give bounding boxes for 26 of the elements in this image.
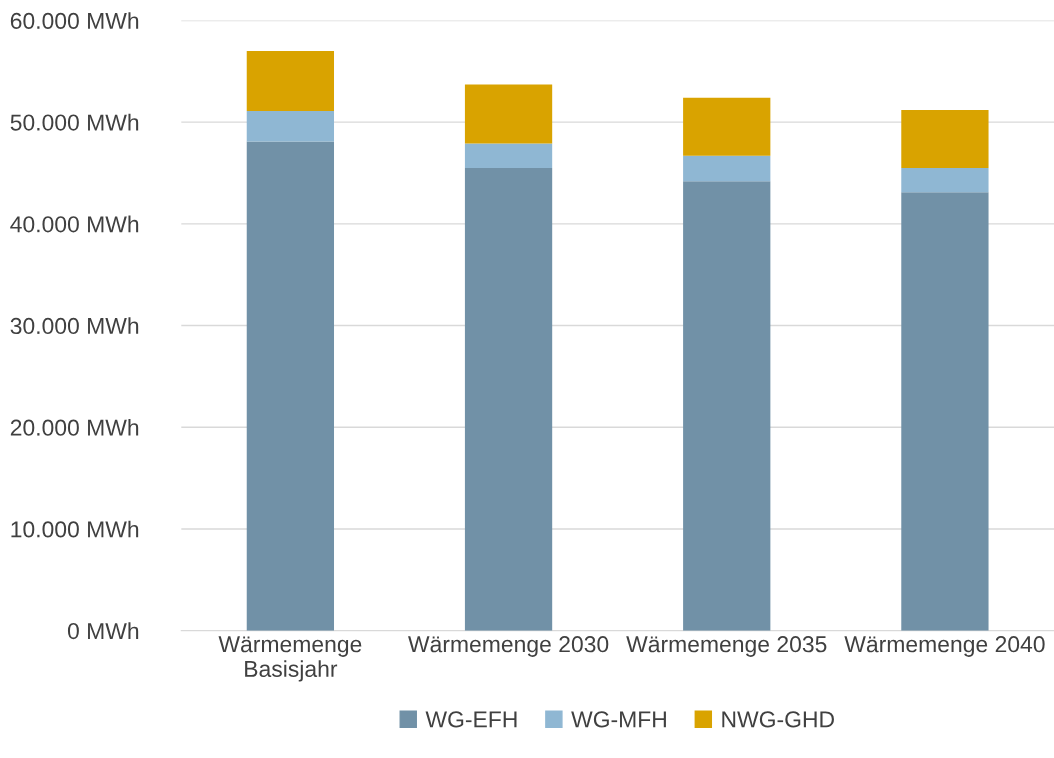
legend-label: WG-EFH [425, 711, 517, 728]
y-tick-label: 10.000 MWh [11, 520, 139, 538]
y-tick-label: 30.000 MWh [10, 317, 139, 335]
y-tick-label: 0 MWh [67, 622, 139, 640]
x-tick-label: Wärmemenge 2040 [844, 636, 1045, 657]
bar [683, 97, 771, 156]
x-tick-label: Wärmemenge Basisjahr [218, 636, 362, 682]
bar [246, 110, 335, 142]
x-tick-label: Wärmemenge 2030 [408, 636, 609, 657]
y-tick-label: 40.000 MWh [10, 215, 139, 233]
bar [683, 181, 771, 631]
y-tick-label: 50.000 MWh [10, 113, 139, 131]
bar [464, 143, 553, 168]
bar [683, 155, 771, 182]
x-tick-label: Wärmemenge 2035 [626, 636, 827, 657]
bar [901, 109, 989, 168]
bar [901, 192, 989, 631]
legend-label: WG-MFH [571, 711, 666, 728]
bar [246, 141, 335, 631]
bar [246, 50, 335, 111]
bar [464, 84, 553, 144]
bar [464, 167, 553, 631]
bar [901, 167, 989, 193]
legend-label: NWG-GHD [722, 711, 834, 728]
y-tick-label: 20.000 MWh [10, 418, 139, 436]
y-tick-label: 60.000 MWh [10, 12, 139, 29]
